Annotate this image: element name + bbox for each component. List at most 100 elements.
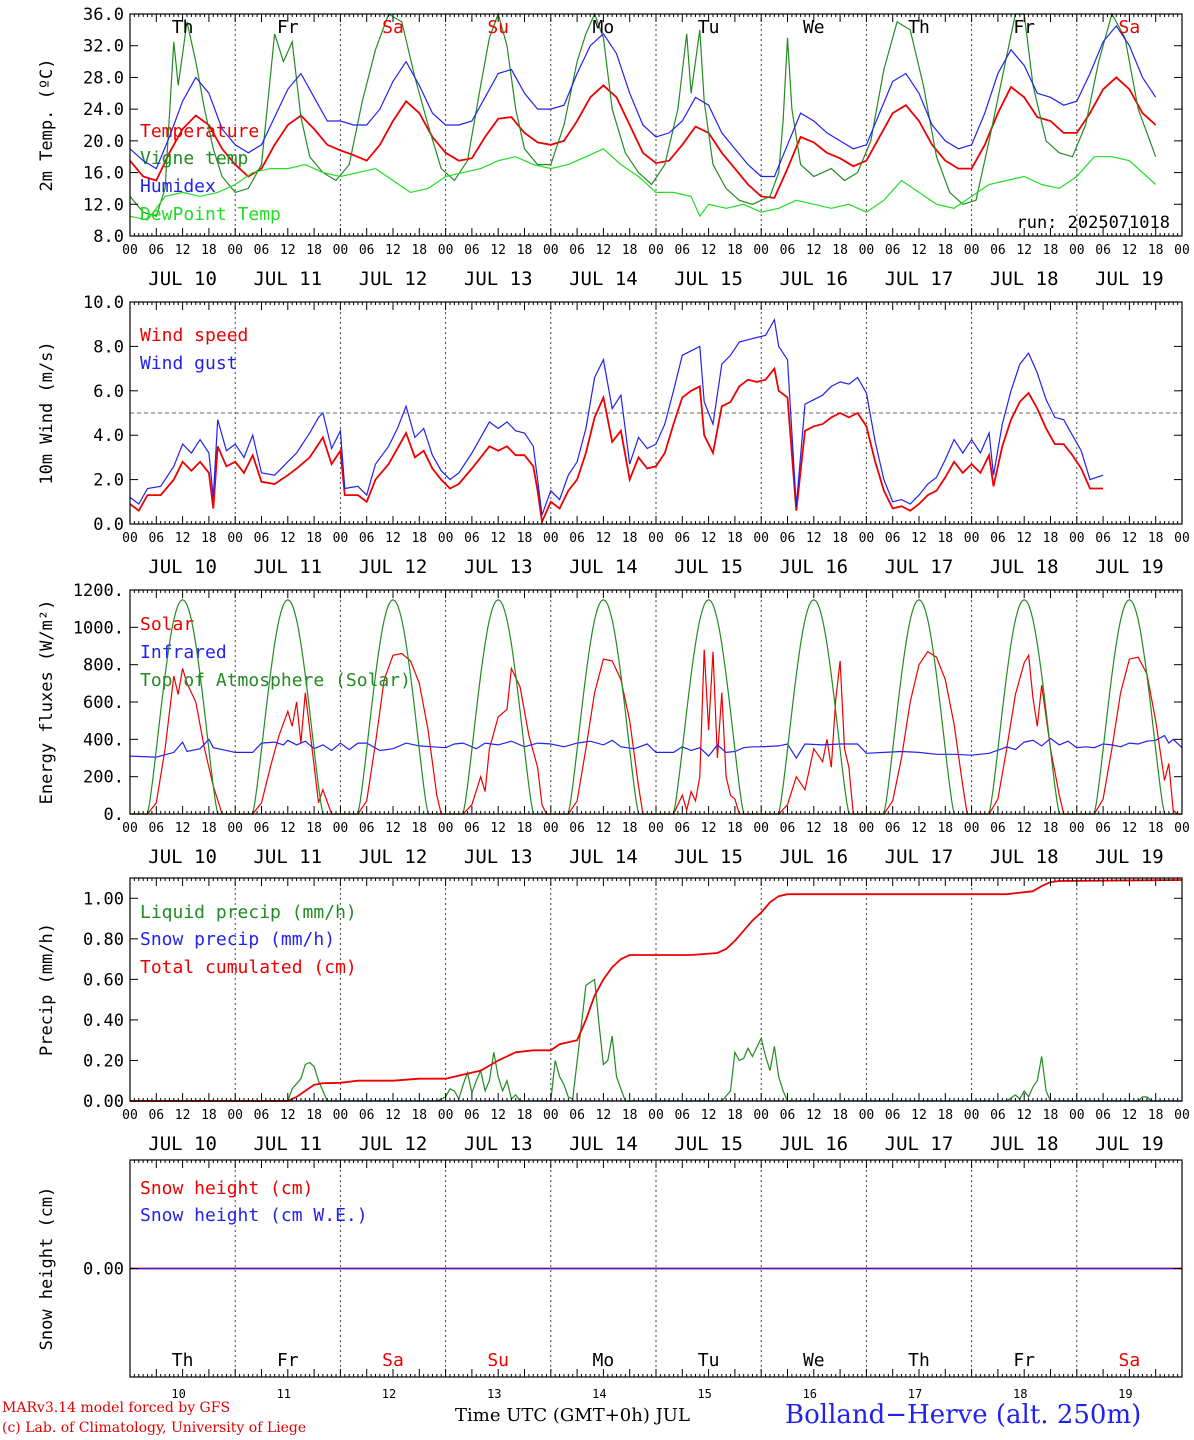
series-wind-gust: [129, 318, 1104, 516]
hour-tick-label: 12: [806, 243, 822, 258]
lab-credit: (c) Lab. of Climatology, University of L…: [2, 1420, 307, 1436]
hour-tick-label: 18: [937, 821, 953, 836]
date-label: JUL 19: [1095, 556, 1164, 578]
hour-tick-label: 06: [359, 1108, 375, 1123]
hour-tick-label: 18: [937, 531, 953, 546]
hour-tick-label: 12: [806, 821, 822, 836]
hour-tick-label: 18: [306, 1108, 322, 1123]
hour-tick-label: 06: [254, 821, 270, 836]
hour-tick-label: 06: [254, 531, 270, 546]
y-tick-label: 0.20: [83, 1051, 124, 1071]
hour-tick-label: 12: [596, 243, 612, 258]
hour-tick-label: 06: [464, 243, 480, 258]
hour-tick-label: 06: [569, 531, 585, 546]
date-label: JUL 13: [464, 556, 533, 578]
y-tick-label: 0.00: [83, 1092, 124, 1112]
date-label: JUL 17: [885, 846, 954, 868]
hour-tick-label: 00: [227, 1108, 243, 1123]
hour-tick-label: 12: [175, 1108, 191, 1123]
hour-tick-label: 00: [1069, 243, 1085, 258]
weekday-label: Fr: [277, 1350, 299, 1371]
hour-tick-label: 18: [622, 531, 638, 546]
date-label: JUL 10: [148, 268, 217, 290]
hour-tick-label: 12: [1016, 531, 1032, 546]
hour-tick-label: 12: [1016, 821, 1032, 836]
date-label: JUL 15: [674, 268, 743, 290]
hour-tick-label: 18: [201, 243, 217, 258]
date-label: JUL 17: [885, 268, 954, 290]
hour-tick-label: 06: [780, 243, 796, 258]
date-label: JUL 17: [885, 556, 954, 578]
weekday-label: Fr: [1013, 17, 1035, 38]
hour-tick-label: 00: [438, 821, 454, 836]
hour-tick-label: 12: [806, 1108, 822, 1123]
hour-tick-label: 00: [1174, 821, 1190, 836]
y-axis-label: 10m Wind (m/s): [37, 341, 57, 484]
hour-tick-label: 06: [885, 1108, 901, 1123]
hour-tick-label: 00: [333, 1108, 349, 1123]
hour-tick-label: 06: [254, 1108, 270, 1123]
y-tick-label: 400.: [83, 730, 124, 750]
x-axis-title: Time UTC (GMT+0h) JUL: [455, 1405, 690, 1426]
y-tick-label: 36.0: [83, 5, 124, 25]
hour-tick-label: 18: [832, 1108, 848, 1123]
y-tick-label: 600.: [83, 693, 124, 713]
hour-tick-label: 06: [780, 531, 796, 546]
legend-series-liquid-precip-mm-h: Liquid precip (mm/h): [140, 902, 357, 923]
date-label: JUL 14: [569, 556, 638, 578]
day-number-label: 13: [487, 1387, 501, 1401]
hour-tick-label: 12: [1122, 1108, 1138, 1123]
weekday-label: Th: [908, 17, 930, 38]
y-tick-label: 0.00: [83, 1260, 124, 1280]
hour-tick-label: 18: [1148, 243, 1164, 258]
hour-tick-label: 18: [411, 1108, 427, 1123]
hour-tick-label: 06: [990, 821, 1006, 836]
hour-tick-label: 06: [674, 531, 690, 546]
hour-tick-label: 12: [1122, 531, 1138, 546]
hour-tick-label: 12: [701, 1108, 717, 1123]
panel-1: Temperature Vigne temp Humidex DewPoint Tem…: [37, 5, 1190, 290]
date-label: JUL 13: [464, 1133, 533, 1155]
y-tick-label: 0.40: [83, 1011, 124, 1031]
weekday-label: Tu: [698, 1350, 720, 1371]
weekday-label: Sa: [1119, 17, 1141, 38]
hour-tick-label: 06: [674, 1108, 690, 1123]
hour-tick-label: 06: [990, 531, 1006, 546]
hour-tick-label: 18: [622, 1108, 638, 1123]
weekday-label: Sa: [1119, 1350, 1141, 1371]
hour-tick-label: 00: [1069, 531, 1085, 546]
hour-tick-label: 06: [148, 243, 164, 258]
day-number-label: 16: [803, 1387, 817, 1401]
y-tick-label: 200.: [83, 768, 124, 788]
hour-tick-label: 06: [1095, 243, 1111, 258]
y-tick-label: 6.0: [93, 382, 124, 402]
y-tick-label: 1.00: [83, 889, 124, 909]
hour-tick-label: 00: [648, 821, 664, 836]
y-tick-label: 32.0: [83, 37, 124, 57]
y-tick-label: 24.0: [83, 100, 124, 120]
weekday-label: Th: [172, 17, 194, 38]
y-tick-label: 8.0: [93, 227, 124, 247]
hour-tick-label: 06: [569, 243, 585, 258]
weekday-label: Tu: [698, 17, 720, 38]
y-tick-label: 8.0: [93, 337, 124, 357]
date-label: JUL 13: [464, 268, 533, 290]
hour-tick-label: 12: [490, 821, 506, 836]
hour-tick-label: 06: [569, 821, 585, 836]
series-solar: [130, 649, 1182, 815]
date-label: JUL 18: [990, 268, 1059, 290]
hour-tick-label: 18: [411, 243, 427, 258]
hour-tick-label: 18: [1043, 1108, 1059, 1123]
hour-tick-label: 18: [201, 531, 217, 546]
y-tick-label: 0.60: [83, 970, 124, 990]
hour-tick-label: 00: [648, 1108, 664, 1123]
date-label: JUL 13: [464, 846, 533, 868]
hour-tick-label: 00: [1069, 821, 1085, 836]
hour-tick-label: 12: [911, 531, 927, 546]
weekday-label: Th: [908, 1350, 930, 1371]
hour-tick-label: 18: [1043, 821, 1059, 836]
hour-tick-label: 06: [885, 531, 901, 546]
weekday-label: Sa: [382, 1350, 404, 1371]
hour-tick-label: 18: [1148, 821, 1164, 836]
hour-tick-label: 00: [648, 243, 664, 258]
